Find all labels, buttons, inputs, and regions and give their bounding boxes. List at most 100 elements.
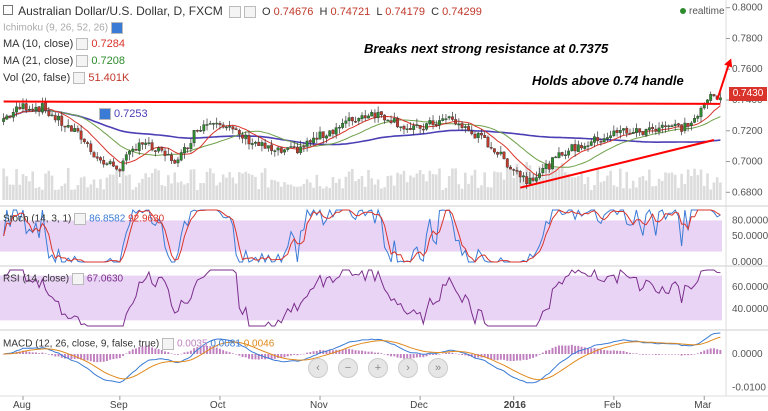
macd-hist-bar — [283, 354, 286, 358]
volume-bar — [144, 173, 147, 200]
volume-bar — [599, 182, 603, 200]
volume-bar — [102, 189, 105, 200]
volume-bar — [499, 172, 503, 200]
volume-bar — [657, 178, 661, 200]
ichimoku-legend[interactable]: Ichimoku (9, 26, 52, 26) — [3, 22, 124, 34]
volume-bar — [86, 187, 89, 200]
candle-body — [89, 143, 93, 152]
ichimoku-settings-icon[interactable] — [111, 22, 124, 34]
macd-hist-bar — [577, 345, 580, 354]
macd-legend[interactable]: MACD (12, 26, close, 9, false, true) 0.0… — [3, 338, 274, 350]
candle-body — [250, 143, 254, 145]
macd-hist-bar — [570, 344, 573, 354]
macd-hist-bar — [470, 354, 473, 357]
candle-body — [347, 117, 351, 121]
volume-bar — [118, 183, 122, 200]
macd-hist-bar — [438, 354, 441, 355]
volume-bar — [276, 181, 280, 200]
macd-hist-bar — [364, 351, 367, 354]
macd-hist-bar — [218, 348, 221, 354]
scroll-left-button[interactable]: ‹ — [308, 358, 328, 378]
macd-hist-bar — [396, 354, 399, 358]
reset-button[interactable]: » — [428, 358, 448, 378]
macd-hist-bar — [138, 346, 141, 354]
macd-hist-bar — [86, 354, 89, 361]
rsi-settings-icon[interactable] — [72, 273, 85, 285]
time-tick-label: Mar — [694, 400, 712, 411]
volume-bar — [212, 173, 215, 200]
candle-body — [599, 141, 603, 143]
volume-bar — [157, 170, 160, 200]
volume-bar — [273, 180, 277, 200]
macd-settings-icon[interactable] — [162, 338, 175, 350]
zoom-out-button[interactable]: − — [338, 358, 358, 378]
candle-body — [654, 128, 658, 132]
volume-bar — [367, 169, 370, 200]
volume-bar — [341, 188, 344, 200]
stoch-settings-icon[interactable] — [74, 213, 87, 225]
volume-bar — [493, 171, 496, 200]
ma21-value: 0.7208 — [91, 55, 126, 67]
candle-body — [173, 160, 177, 164]
volume-bar — [606, 175, 609, 200]
compare-icon[interactable] — [243, 6, 256, 19]
candle-body — [541, 167, 545, 174]
macd-hist-bar — [206, 345, 208, 354]
macd-line-value: 0.0081 — [210, 338, 241, 350]
symbol-icon — [3, 5, 13, 15]
ma10-settings-icon[interactable] — [76, 38, 89, 51]
candle-body — [124, 154, 128, 161]
chart-nav-controls: ‹ − + › » — [308, 358, 448, 380]
macd-hist-bar — [183, 352, 186, 354]
macd-hist-bar — [522, 354, 525, 360]
ma50-settings-icon[interactable] — [99, 108, 111, 121]
candle-body — [166, 154, 170, 156]
ma21-legend[interactable]: MA (21, close) 0.7208 — [3, 55, 126, 68]
volume-bar — [363, 186, 367, 200]
candle-body — [389, 120, 393, 123]
ma21-settings-icon[interactable] — [76, 55, 89, 68]
volume-bar — [628, 188, 632, 200]
candle-body — [612, 130, 616, 136]
volume-bar — [12, 184, 15, 200]
volume-bar — [496, 172, 499, 200]
zoom-in-button[interactable]: + — [368, 358, 388, 378]
volume-bar — [690, 175, 693, 200]
close-value: 0.74299 — [442, 6, 482, 18]
macd-hist-bar — [60, 354, 63, 358]
ma10-legend[interactable]: MA (10, close) 0.7284 — [3, 38, 125, 51]
symbol-title[interactable]: Australian Dollar/U.S. Dollar, D, FXCM — [18, 4, 223, 18]
macd-hist-bar — [483, 354, 486, 358]
rsi-legend[interactable]: RSI (14, close) 67.0630 — [3, 273, 123, 285]
volume-bar — [128, 174, 131, 200]
volume-bar — [522, 177, 525, 200]
stoch-legend[interactable]: Stoch (14, 3, 1) 86.8582 92.9630 — [3, 213, 164, 225]
macd-histogram — [2, 344, 722, 363]
rsi-band — [0, 275, 722, 321]
macd-hist-bar — [302, 353, 305, 355]
macd-hist-bar — [506, 354, 509, 361]
macd-hist-bar — [170, 353, 173, 354]
candle-body — [405, 128, 409, 130]
macd-hist-bar — [215, 347, 218, 354]
volume-settings-icon[interactable] — [73, 72, 86, 85]
rsi-tick-label: 40.0000 — [732, 304, 768, 315]
settings-icon[interactable] — [228, 6, 241, 19]
candle-body — [693, 118, 696, 123]
macd-hist-bar — [561, 345, 564, 354]
volume-bar — [580, 171, 583, 200]
candle-body — [60, 115, 64, 126]
volume-legend[interactable]: Vol (20, false) 51.401K — [3, 72, 129, 85]
scroll-right-button[interactable]: › — [398, 358, 418, 378]
ma50-legend[interactable]: 0.7253 — [96, 108, 148, 121]
volume-bar — [460, 188, 464, 200]
candle-body — [231, 126, 235, 130]
time-tick-label: Feb — [604, 400, 622, 411]
candle-body — [334, 127, 338, 135]
macd-hist-bar — [512, 354, 515, 362]
macd-hist-bar — [344, 349, 347, 354]
macd-hist-bar — [654, 354, 657, 355]
volume-bar — [389, 175, 393, 200]
candle-body — [8, 115, 12, 118]
